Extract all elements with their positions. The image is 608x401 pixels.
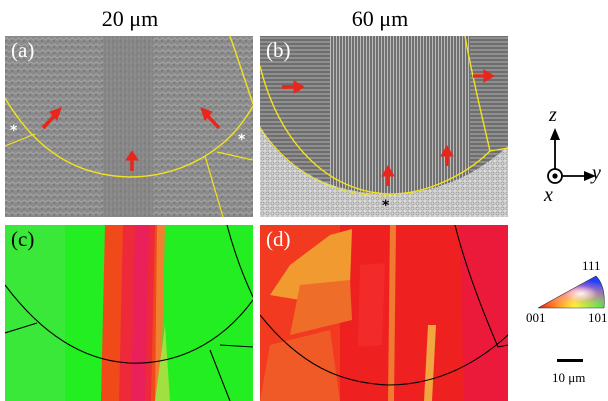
ipf-label-001: 001 — [526, 310, 546, 325]
panel-b-label: (b) — [266, 38, 291, 62]
column-title-60um: 60 μm — [351, 6, 409, 31]
panel-d-ebsd-map: (d) — [260, 225, 508, 401]
axis-label-y: y — [592, 162, 601, 184]
panel-b-sem-micrograph: (b) * — [260, 36, 508, 217]
panel-a-image — [5, 36, 253, 217]
panel-a-marker-left: * — [10, 123, 18, 139]
ipf-triangle — [537, 275, 605, 309]
panel-a-sem-micrograph: (a) * * — [5, 36, 253, 217]
scale-bar-label: 10 μm — [552, 370, 586, 385]
ipf-label-111: 111 — [582, 258, 601, 273]
panel-d-image — [260, 225, 508, 401]
panel-b-marker: * — [382, 198, 390, 214]
ipf-color-key: 111 001 101 — [526, 246, 608, 326]
axis-label-z: z — [549, 104, 557, 126]
ipf-label-101: 101 — [588, 310, 608, 325]
panel-a-label: (a) — [11, 38, 35, 62]
coordinate-axes: z y x — [538, 104, 608, 232]
axes-diagram — [547, 128, 596, 184]
panel-c-image — [5, 225, 253, 401]
axis-label-x: x — [544, 184, 553, 206]
panel-c-label: (c) — [11, 227, 35, 251]
panel-d-label: (d) — [266, 227, 291, 251]
column-title-20um: 20 μm — [101, 6, 159, 31]
panel-c-ebsd-map: (c) — [5, 225, 253, 401]
scale-bar — [557, 359, 583, 362]
panel-a-marker-right: * — [238, 132, 246, 148]
panel-b-image — [260, 36, 508, 217]
